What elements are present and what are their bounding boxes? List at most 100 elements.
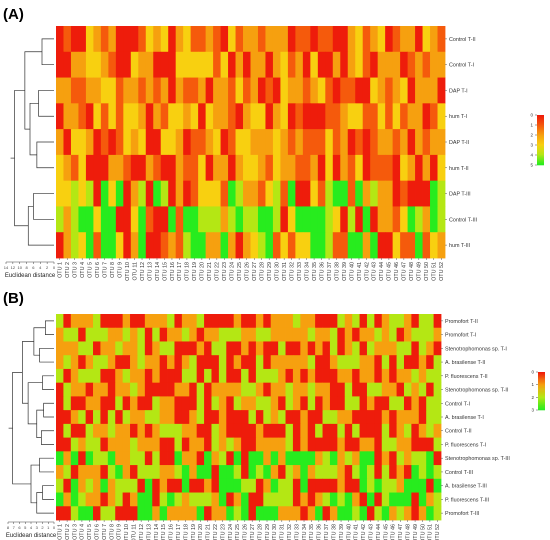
heatmap-cell (418, 327, 427, 342)
heatmap-cell (181, 382, 190, 397)
heatmap-cell (160, 51, 169, 78)
heatmap-cell (337, 437, 346, 452)
heatmap-cell (196, 341, 205, 356)
column-label: OTU 37 (327, 262, 333, 281)
heatmap-cell (130, 51, 139, 78)
heatmap-cell (344, 437, 353, 452)
heatmap-cell (315, 396, 323, 411)
legend-swatch (538, 372, 545, 375)
heatmap-cell (241, 478, 249, 493)
heatmap-cell (144, 410, 153, 425)
heatmap-cell (263, 314, 272, 329)
heatmap-cell (370, 77, 379, 104)
heatmap-cell (411, 368, 420, 384)
heatmap-cell (56, 492, 64, 507)
heatmap-cell (310, 206, 319, 233)
legend-swatch (537, 157, 544, 160)
heatmap-cell (325, 103, 334, 130)
heatmap-cell (218, 451, 227, 466)
heatmap-cell (56, 478, 64, 493)
heatmap-cell (198, 154, 207, 182)
dendrogram-branch (43, 402, 54, 418)
heatmap-cell (145, 232, 154, 259)
legend-swatch (538, 398, 545, 400)
heatmap-cell (310, 26, 319, 53)
heatmap-cell (359, 465, 368, 480)
heatmap-cell (228, 154, 236, 182)
heatmap-cell (340, 206, 349, 233)
heatmap-cell (115, 314, 124, 329)
heatmap-cell (433, 341, 442, 356)
heatmap-cell (85, 396, 94, 411)
legend-swatch (537, 138, 544, 141)
heatmap-cell (295, 154, 304, 182)
heatmap-cell (315, 368, 323, 384)
heatmap-cell (189, 451, 198, 466)
heatmap-cell (78, 26, 87, 53)
heatmap-cell (115, 437, 124, 452)
heatmap-cell (70, 51, 79, 78)
heatmap-cell (168, 77, 177, 104)
heatmap-cell (144, 396, 153, 411)
heatmap-cell (63, 437, 72, 452)
heatmap-cell (366, 382, 375, 397)
heatmap-cell (137, 355, 146, 370)
heatmap-cell (228, 180, 236, 207)
heatmap-cell (160, 26, 169, 53)
heatmap-cell (263, 355, 272, 370)
heatmap-cell (396, 396, 405, 411)
column-label: OTU 39 (339, 524, 345, 540)
heatmap-cell (250, 51, 259, 78)
heatmap-cell (152, 451, 161, 466)
heatmap-cell (220, 103, 229, 130)
heatmap-cell (322, 327, 331, 342)
heatmap-cell (100, 423, 109, 438)
row-label: Control T-I (449, 63, 474, 69)
heatmap-cell (322, 368, 331, 384)
heatmap-cell (63, 314, 72, 329)
heatmap-cell (403, 423, 412, 438)
heatmap-cell (243, 232, 251, 259)
heatmap-cell (392, 51, 401, 78)
heatmap-cell (211, 314, 220, 329)
column-label: OTU 8 (110, 262, 116, 278)
column-label: OTU 23 (220, 524, 226, 540)
heatmap-cell (70, 506, 79, 521)
heatmap-cell (280, 77, 289, 104)
heatmap-cell (159, 506, 168, 521)
heatmap-cell (160, 154, 169, 182)
heatmap-cell (426, 355, 434, 370)
column-label: OTU 51 (432, 262, 438, 281)
heatmap-cell (107, 478, 116, 493)
heatmap-cell (255, 410, 264, 425)
heatmap-cell (211, 327, 220, 342)
heatmap-cell (403, 341, 412, 356)
heatmap-cell (145, 103, 154, 130)
heatmap-cell (226, 506, 235, 521)
heatmap-cell (130, 129, 139, 156)
column-label: OTU 1 (58, 524, 64, 540)
legend-swatch (537, 147, 544, 150)
heatmap-cell (137, 451, 146, 466)
heatmap-cell (411, 314, 420, 329)
column-label: OTU 7 (102, 262, 108, 278)
heatmap-cell (278, 506, 286, 521)
column-label: OTU 46 (394, 262, 400, 281)
dendrogram-branch (27, 382, 43, 425)
heatmap-cell (374, 492, 383, 507)
heatmap-cell (115, 492, 124, 507)
column-label: OTU 12 (139, 524, 145, 540)
heatmap-cell (183, 51, 192, 78)
heatmap-cell (248, 327, 257, 342)
heatmap-cell (167, 451, 175, 466)
legend-swatch (538, 399, 545, 401)
heatmap-cell (418, 423, 427, 438)
heatmap-cell (250, 232, 259, 259)
heatmap-cell (174, 368, 183, 384)
heatmap-cell (280, 26, 289, 53)
heatmap-cell (130, 355, 138, 370)
column-label: OTU 34 (304, 262, 310, 281)
heatmap-cell (307, 368, 316, 384)
heatmap-cell (70, 423, 79, 438)
